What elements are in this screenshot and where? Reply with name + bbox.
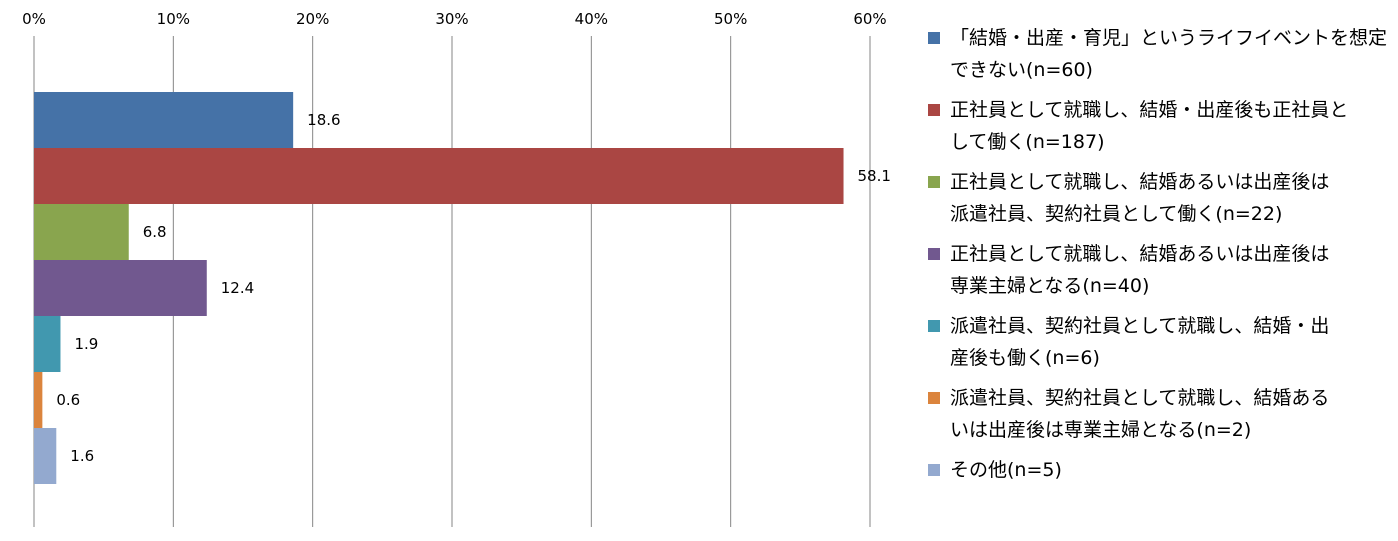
legend-swatch (928, 392, 940, 404)
legend-label: その他(n=5) (950, 459, 1062, 481)
legend-label: して働く(n=187) (950, 131, 1105, 153)
legend-swatch (928, 248, 940, 260)
legend-label: 産後も働く(n=6) (950, 347, 1100, 369)
bar (34, 372, 43, 428)
legend-label: 専業主婦となる(n=40) (950, 275, 1150, 297)
legend-swatch (928, 32, 940, 44)
legend-swatch (928, 464, 940, 476)
data-label: 12.4 (221, 279, 254, 297)
data-label: 1.9 (74, 335, 98, 353)
x-tick-label: 50% (714, 10, 747, 28)
legend-label: いは出産後は専業主婦となる(n=2) (950, 419, 1252, 441)
legend-label: 正社員として就職し、結婚あるいは出産後は (950, 243, 1330, 265)
legend-swatch (928, 320, 940, 332)
legend-label: 派遣社員、契約社員として働く(n=22) (950, 203, 1283, 225)
legend-label: 派遣社員、契約社員として就職し、結婚・出 (950, 315, 1330, 337)
legend-swatch (928, 104, 940, 116)
bar (34, 204, 129, 260)
data-label: 1.6 (70, 447, 94, 465)
legend-label: 派遣社員、契約社員として就職し、結婚ある (950, 387, 1330, 409)
x-axis-ticks: 0% 10% 20% 30% 40% 50% 60% (22, 10, 887, 28)
legend-label: 正社員として就職し、結婚あるいは出産後は (950, 171, 1330, 193)
x-tick-label: 30% (435, 10, 468, 28)
x-tick-label: 60% (853, 10, 886, 28)
legend-label: 正社員として就職し、結婚・出産後も正社員と (950, 99, 1349, 121)
x-tick-label: 20% (296, 10, 329, 28)
data-labels: 18.6 58.1 6.8 12.4 1.9 0.6 1.6 (56, 111, 891, 465)
x-tick-label: 0% (22, 10, 46, 28)
data-label: 18.6 (307, 111, 340, 129)
data-label: 0.6 (56, 391, 80, 409)
bar (34, 316, 61, 372)
bar (34, 428, 57, 484)
bars (34, 92, 844, 484)
legend-swatch (928, 176, 940, 188)
data-label: 6.8 (143, 223, 167, 241)
bar (34, 260, 207, 316)
bar (34, 148, 844, 204)
x-tick-label: 40% (575, 10, 608, 28)
bar-chart: 0% 10% 20% 30% 40% 50% 60% 18.6 58.1 6.8 12.4 1.9 0… (22, 10, 891, 527)
legend-label: できない(n=60) (950, 59, 1093, 81)
x-tick-label: 10% (157, 10, 190, 28)
legend-label: 「結婚・出産・育児」というライフイベントを想定 (950, 27, 1388, 49)
data-label: 58.1 (858, 167, 891, 185)
bar (34, 92, 294, 148)
